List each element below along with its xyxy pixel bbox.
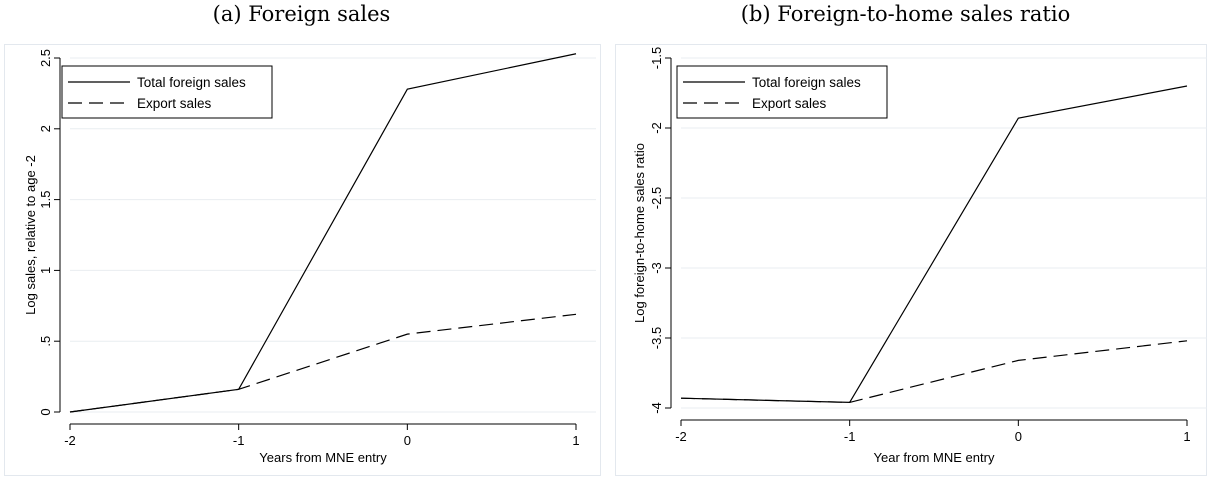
panel-title: (a) Foreign sales — [212, 2, 391, 26]
legend-label: Total foreign sales — [137, 75, 246, 90]
y-tick-label: 2.5 — [38, 49, 53, 67]
panel-title: (b) Foreign-to-home sales ratio — [740, 2, 1071, 26]
legend-label: Total foreign sales — [752, 75, 861, 90]
x-tick-label: 0 — [404, 433, 411, 448]
y-axis-label: Log sales, relative to age -2 — [23, 155, 38, 315]
series-line-total-foreign-sales — [680, 85, 1188, 404]
panel-foreign-to-home-ratio: (b) Foreign-to-home sales ratio -4 -3.5 -3… — [604, 0, 1207, 481]
y-tick-label: .5 — [38, 336, 53, 347]
x-tick-label: -2 — [64, 433, 76, 448]
chart-foreign-to-home-ratio: -4 -3.5 -3 -2.5 -2 -1.5 -2 -1 0 1 Year from MNE en… — [632, 47, 1207, 465]
legend-label: Export sales — [137, 96, 212, 111]
y-tick-label: -3 — [649, 262, 664, 274]
series-line-export-sales — [680, 340, 1188, 404]
x-tick-label: 1 — [1183, 429, 1190, 444]
y-tick-label: -4 — [649, 402, 664, 414]
x-axis-label: Years from MNE entry — [259, 450, 387, 465]
y-tick-label: 1 — [38, 267, 53, 274]
series-line-export-sales — [69, 313, 577, 413]
y-tick-label: -2.5 — [649, 187, 664, 209]
x-tick-label: -1 — [844, 429, 856, 444]
y-tick-label: -2 — [649, 122, 664, 134]
y-tick-label: 2 — [38, 125, 53, 132]
plot-frame — [615, 44, 1207, 476]
panel-foreign-sales: (a) Foreign sales 0 .5 1 1.5 2 2.5 -2 -1 0 1 Years… — [0, 0, 603, 481]
legend-box — [676, 65, 888, 119]
x-tick-label: 1 — [572, 433, 579, 448]
y-tick-label: 1.5 — [38, 191, 53, 209]
y-axis-label: Log foreign-to-home sales ratio — [632, 143, 647, 323]
y-tick-label: -1.5 — [649, 47, 664, 69]
x-axis-label: Year from MNE entry — [874, 450, 995, 465]
y-tick-label: -3.5 — [649, 327, 664, 349]
chart-foreign-sales: 0 .5 1 1.5 2 2.5 -2 -1 0 1 Years from MNE entry Log… — [23, 49, 596, 465]
x-tick-label: -1 — [233, 433, 245, 448]
legend-label: Export sales — [752, 96, 827, 111]
x-tick-label: 0 — [1015, 429, 1022, 444]
legend-box — [61, 65, 273, 119]
x-tick-label: -2 — [675, 429, 687, 444]
y-tick-label: 0 — [38, 408, 53, 415]
